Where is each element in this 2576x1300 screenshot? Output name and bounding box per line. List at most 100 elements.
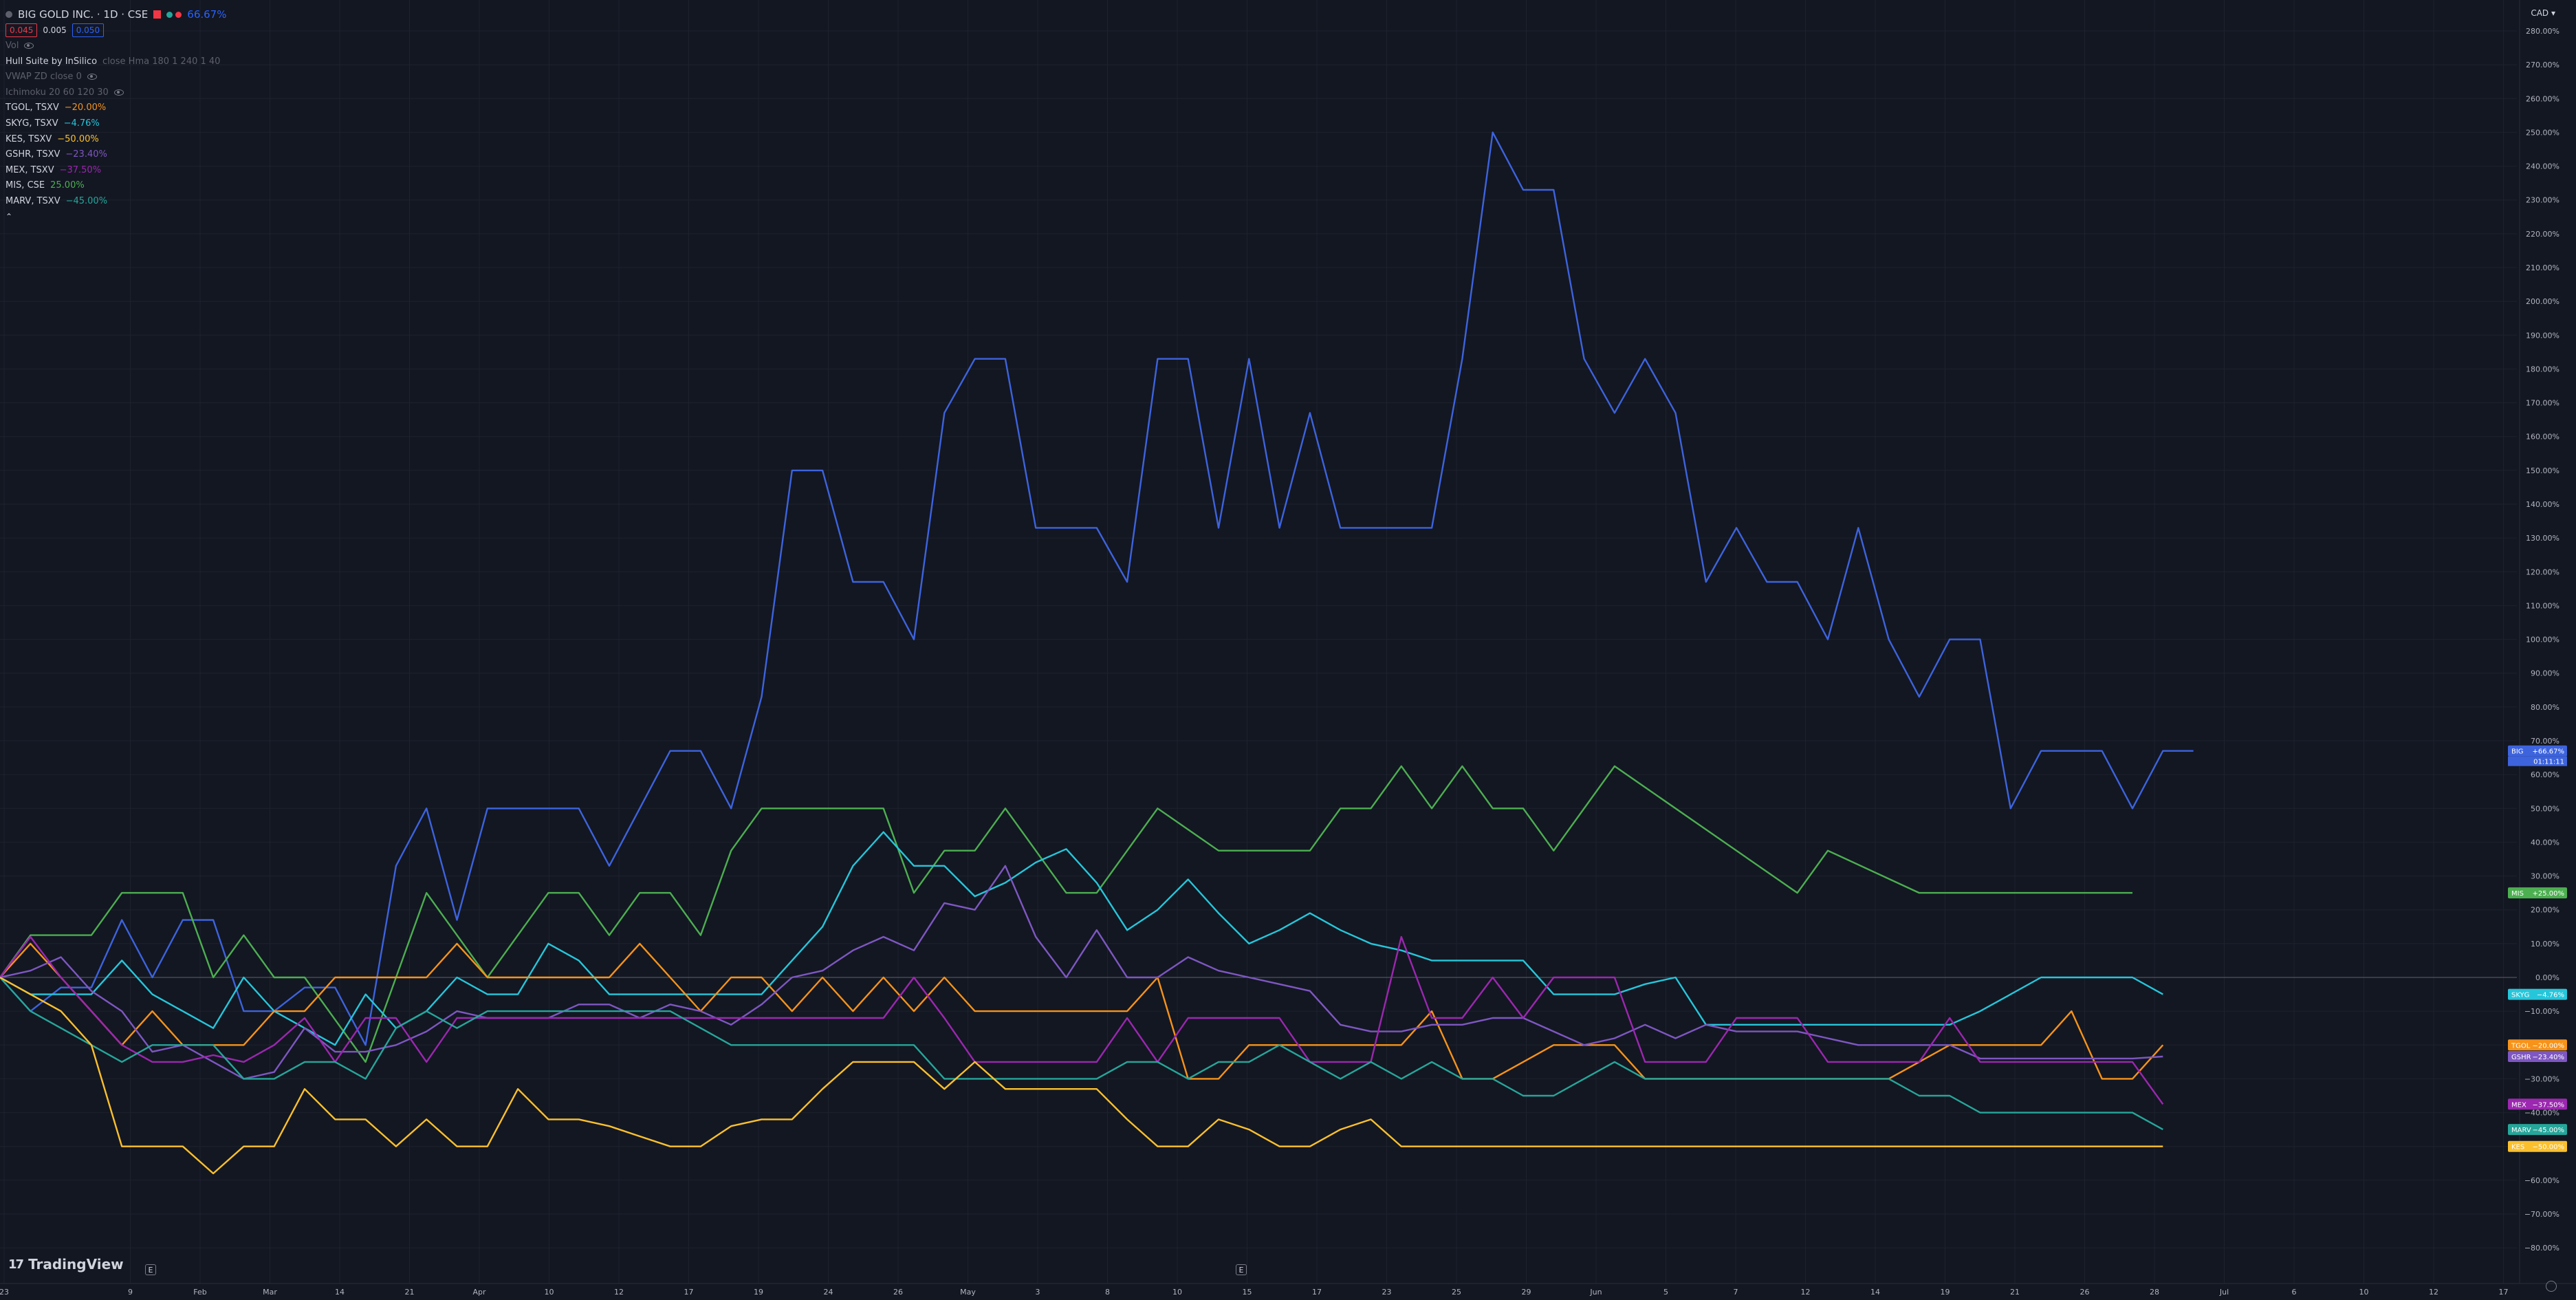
series-line-gshr bbox=[0, 865, 2163, 1080]
series-name-label: SKYG bbox=[2511, 992, 2529, 999]
currency-selector[interactable]: CAD ▾ bbox=[2531, 8, 2555, 18]
series-line-skyg bbox=[0, 831, 2163, 1046]
compare-value: −50.00% bbox=[57, 133, 99, 144]
x-axis: 23 9 Feb Mar 14 21 Apr 10 12 17 19 24 26 May 3 8 10 15 17 2… bbox=[0, 1283, 2576, 1297]
series-line-big bbox=[0, 131, 2194, 1046]
compare-row[interactable]: TGOL, TSXV −20.00% bbox=[6, 100, 226, 116]
series-line-marv bbox=[0, 977, 2163, 1131]
countdown-label: 01:11:11 bbox=[2533, 759, 2564, 766]
compare-row[interactable]: KES, TSXV −50.00% bbox=[6, 131, 226, 147]
settings-icon[interactable] bbox=[2546, 1281, 2557, 1292]
price-label-kes: KES −50.00% bbox=[2508, 1140, 2567, 1152]
price-label-bg bbox=[2508, 1098, 2567, 1110]
y-tick-label: 60.00% bbox=[2531, 770, 2559, 779]
y-tick-label: 180.00% bbox=[2526, 365, 2559, 373]
tradingview-logo-icon: 17 bbox=[8, 1257, 24, 1272]
x-tick-label: 10 bbox=[2359, 1288, 2369, 1297]
series-value-label: −37.50% bbox=[2532, 1101, 2564, 1109]
compare-row[interactable]: MEX, TSXV −37.50% bbox=[6, 162, 226, 178]
y-tick-label: −10.00% bbox=[2524, 1007, 2559, 1016]
x-tick-label: 29 bbox=[1522, 1288, 1531, 1297]
y-tick-label: −60.00% bbox=[2524, 1176, 2559, 1185]
y-tick-label: 80.00% bbox=[2531, 703, 2559, 712]
collapse-legend-row: ⌃ bbox=[6, 209, 226, 225]
buy-button[interactable]: 0.050 bbox=[72, 23, 105, 37]
indicator-row-vwap[interactable]: VWAP ZD close 0 bbox=[6, 69, 226, 85]
indicator-row-hull[interactable]: Hull Suite by InSilico close Hma 180 1 2… bbox=[6, 54, 226, 69]
compare-value: 25.00% bbox=[50, 180, 85, 191]
compare-value: −23.40% bbox=[65, 149, 107, 160]
flag-icon[interactable] bbox=[153, 10, 162, 19]
x-tick-label: 17 bbox=[1312, 1288, 1322, 1297]
sell-button[interactable]: 0.045 bbox=[6, 23, 38, 37]
market-status-icon bbox=[6, 11, 12, 19]
compare-row[interactable]: MARV, TSXV −45.00% bbox=[6, 193, 226, 209]
y-tick-label: 210.00% bbox=[2526, 263, 2559, 272]
x-tick-label: 23 bbox=[0, 1288, 9, 1297]
spread-value: 0.005 bbox=[43, 25, 67, 35]
x-tick-label: 8 bbox=[1105, 1288, 1110, 1297]
price-label-bg bbox=[2508, 887, 2567, 899]
compare-value: −45.00% bbox=[65, 195, 108, 206]
compare-row[interactable]: MIS, CSE 25.00% bbox=[6, 178, 226, 194]
indicator-row-vol[interactable]: Vol bbox=[6, 38, 226, 54]
events-button[interactable]: E bbox=[1236, 1264, 1247, 1275]
x-tick-label: 6 bbox=[2292, 1288, 2297, 1297]
indicator-label: Vol bbox=[6, 40, 19, 51]
eye-icon[interactable] bbox=[87, 74, 97, 80]
price-label-tgol: TGOL −20.00% bbox=[2508, 1039, 2567, 1051]
events-label: E bbox=[1238, 1265, 1244, 1275]
y-tick-label: 160.00% bbox=[2526, 433, 2559, 442]
x-tick-label: May bbox=[960, 1288, 976, 1297]
y-tick-label: 10.00% bbox=[2531, 940, 2559, 949]
price-label-bg bbox=[2508, 1039, 2567, 1051]
price-label-mis: MIS +25.00% bbox=[2508, 887, 2567, 899]
series-name-label: GSHR bbox=[2511, 1054, 2531, 1061]
x-tick-label: 24 bbox=[824, 1288, 833, 1297]
price-label-gshr: GSHR −23.40% bbox=[2508, 1050, 2567, 1062]
price-label-bg bbox=[2508, 1140, 2567, 1152]
y-tick-label: 140.00% bbox=[2526, 500, 2559, 509]
y-tick-label: 240.00% bbox=[2526, 162, 2559, 171]
series-name-label: MIS bbox=[2511, 890, 2524, 898]
x-tick-label: 7 bbox=[1734, 1288, 1738, 1297]
series-name-label: KES bbox=[2511, 1144, 2524, 1151]
series-name-label: BIG bbox=[2511, 748, 2524, 756]
y-tick-label: 270.00% bbox=[2526, 61, 2559, 69]
x-tick-label: 10 bbox=[545, 1288, 554, 1297]
symbol-header[interactable]: BIG GOLD INC. · 1D · CSE 66.67% bbox=[6, 7, 226, 23]
compare-row[interactable]: GSHR, TSXV −23.40% bbox=[6, 147, 226, 162]
y-tick-label: −30.00% bbox=[2524, 1074, 2559, 1083]
y-tick-label: 220.00% bbox=[2526, 230, 2559, 239]
price-label-bg bbox=[2508, 988, 2567, 1000]
indicator-label: VWAP ZD close 0 bbox=[6, 72, 82, 83]
x-tick-label: 19 bbox=[754, 1288, 763, 1297]
price-label-big: BIG +66.67% 01:11:11 bbox=[2508, 745, 2567, 766]
compare-value: −37.50% bbox=[59, 164, 102, 175]
y-tick-label: 250.00% bbox=[2526, 128, 2559, 137]
x-tick-label: 21 bbox=[405, 1288, 415, 1297]
y-tick-label: 90.00% bbox=[2531, 669, 2559, 678]
x-tick-label: 12 bbox=[614, 1288, 624, 1297]
x-tick-label: 10 bbox=[1172, 1288, 1182, 1297]
chart-legend: BIG GOLD INC. · 1D · CSE 66.67% 0.045 0.… bbox=[6, 7, 226, 224]
events-button[interactable]: E bbox=[145, 1264, 156, 1275]
x-tick-label: 25 bbox=[1452, 1288, 1461, 1297]
compare-symbol: GSHR, TSXV bbox=[6, 149, 61, 160]
x-tick-label: 9 bbox=[128, 1288, 133, 1297]
chart-series bbox=[0, 131, 2194, 1175]
indicator-row-ichimoku[interactable]: Ichimoku 20 60 120 30 bbox=[6, 85, 226, 100]
series-value-label: −4.76% bbox=[2537, 992, 2564, 999]
compare-row[interactable]: SKYG, TSXV −4.76% bbox=[6, 116, 226, 131]
symbol-title: BIG GOLD INC. · 1D · CSE bbox=[18, 8, 149, 21]
eye-icon[interactable] bbox=[24, 42, 34, 49]
y-tick-label: −40.00% bbox=[2524, 1109, 2559, 1118]
eye-icon[interactable] bbox=[113, 89, 124, 96]
x-tick-label: 14 bbox=[335, 1288, 345, 1297]
indicator-params: close Hma 180 1 240 1 40 bbox=[102, 56, 221, 67]
x-tick-label: 12 bbox=[1801, 1288, 1811, 1297]
x-tick-label: 17 bbox=[2499, 1288, 2509, 1297]
tradingview-logo[interactable]: 17 TradingView bbox=[8, 1256, 124, 1272]
collapse-icon[interactable]: ⌃ bbox=[6, 212, 13, 222]
